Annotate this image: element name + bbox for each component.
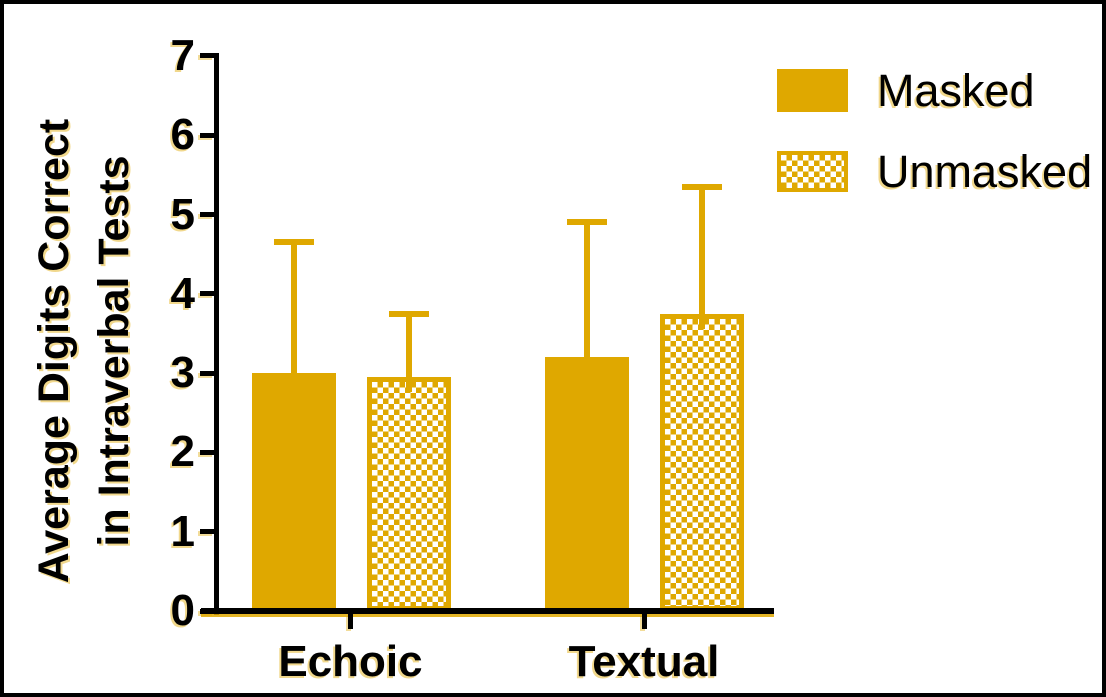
y-tick-label: 5 (170, 189, 195, 239)
error-bar-stem (290, 245, 297, 389)
y-tick-label: 2 (170, 427, 195, 477)
bar-textual-unmasked (660, 313, 744, 611)
category-label-textual: Textual (568, 637, 720, 686)
y-axis-tick (200, 449, 214, 455)
y-tick-label: 7 (170, 30, 195, 80)
error-bar-stem (584, 225, 590, 373)
y-axis-tick (200, 529, 214, 535)
legend-swatch-masked (777, 69, 848, 112)
y-tick-label: 6 (170, 110, 195, 160)
y-axis-title-line1: Average Digits Correct (29, 118, 78, 584)
error-bar-stem (699, 189, 705, 329)
y-tick-label: 4 (170, 268, 195, 318)
error-bar-cap (567, 219, 607, 226)
y-axis-tick (200, 370, 214, 376)
x-axis-tick (641, 614, 647, 629)
y-tick-label: 3 (170, 348, 195, 398)
x-axis-tick (348, 614, 353, 629)
y-axis-tick (200, 53, 214, 59)
error-bar-cap (682, 183, 722, 190)
bar-textual-masked (545, 357, 629, 611)
category-label-echoic: Echoic (278, 637, 423, 686)
legend-item-masked: Masked (777, 68, 1092, 113)
error-bar-stem (405, 316, 412, 392)
legend: Masked Unmasked (777, 68, 1092, 230)
y-tick-label: 0 (170, 586, 195, 635)
legend-item-unmasked: Unmasked (777, 149, 1092, 194)
error-bar-cap (273, 239, 314, 246)
legend-swatch-unmasked (777, 151, 848, 192)
y-axis-tick (200, 132, 214, 138)
x-axis-line (201, 608, 774, 614)
legend-label-masked: Masked (877, 65, 1035, 116)
y-axis-tick (200, 291, 214, 297)
y-axis-tick (200, 212, 214, 217)
y-axis-title: Average Digits Correct in Intraverbal Te… (24, 119, 144, 583)
y-tick-label: 1 (170, 506, 195, 556)
error-bar-cap (388, 310, 429, 317)
y-axis-line (214, 53, 219, 615)
bar-echoic-masked (251, 373, 336, 611)
legend-label-unmasked: Unmasked (877, 146, 1093, 197)
bar-echoic-unmasked (366, 377, 451, 611)
